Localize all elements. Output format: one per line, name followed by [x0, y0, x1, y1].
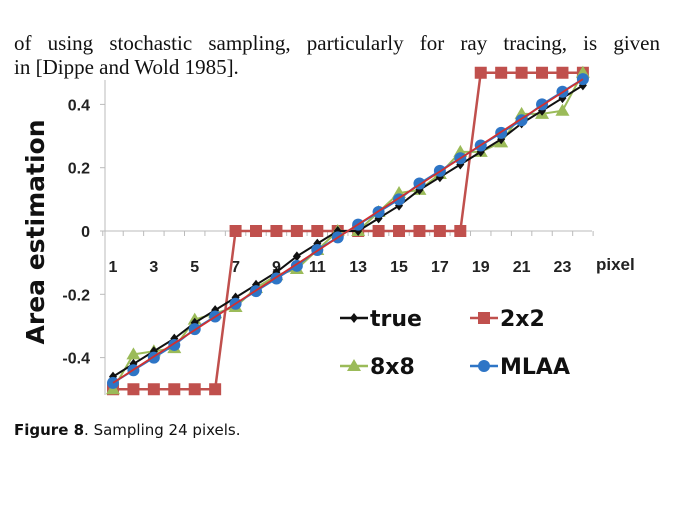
x-tick-label: 19 — [472, 259, 490, 276]
x-tick-label: 1 — [109, 259, 118, 276]
y-tick-label: 0 — [81, 224, 90, 241]
data-point-2x2 — [372, 225, 385, 237]
data-point-2x2 — [188, 383, 201, 396]
x-tick-label: 17 — [431, 259, 449, 276]
data-point-8x8 — [126, 347, 141, 360]
x-tick-label: 11 — [309, 259, 326, 276]
data-point-2x2 — [515, 66, 528, 79]
x-tick-label: 7 — [231, 259, 240, 276]
reference-line — [112, 78, 584, 384]
figure-caption: Figure 8. Sampling 24 pixels. — [14, 421, 241, 439]
y-tick-label: 0.4 — [68, 97, 90, 114]
data-point-8x8 — [555, 103, 570, 116]
data-point-2x2 — [536, 66, 549, 79]
data-point-2x2 — [168, 383, 181, 396]
legend-label-2x2: 2x2 — [500, 307, 545, 332]
body-text-line: of using stochastic sampling, particular… — [14, 31, 660, 55]
x-tick-label: 5 — [190, 259, 199, 276]
data-point-2x2 — [270, 225, 283, 237]
data-point-2x2 — [290, 225, 303, 237]
x-tick-label: 13 — [349, 259, 367, 276]
y-tick-label: 0.2 — [68, 161, 90, 178]
y-axis-label: Area estimation — [21, 120, 50, 345]
data-point-2x2 — [474, 66, 487, 79]
data-point-2x2 — [250, 225, 263, 237]
x-axis-label: pixel — [596, 255, 635, 274]
y-tick-label: -0.2 — [62, 287, 90, 304]
data-point-2x2 — [556, 66, 569, 79]
legend-marker-true — [350, 313, 358, 323]
data-point-2x2 — [393, 225, 406, 237]
y-tick-label: -0.4 — [62, 351, 90, 368]
data-point-2x2 — [495, 66, 508, 79]
x-tick-label: 21 — [513, 259, 531, 276]
legend-marker-8x8 — [347, 359, 361, 371]
data-point-2x2 — [209, 383, 222, 396]
legend-marker-MLAA — [478, 360, 490, 372]
data-point-2x2 — [127, 383, 140, 396]
data-point-2x2 — [454, 225, 467, 237]
data-point-true — [292, 251, 301, 262]
data-point-2x2 — [229, 225, 242, 237]
x-tick-label: 3 — [149, 259, 158, 276]
figure-label: Figure 8 — [14, 421, 85, 439]
data-point-2x2 — [433, 225, 446, 237]
body-text-line: in [Dippe and Wold 1985]. — [14, 55, 239, 79]
legend-label-MLAA: MLAA — [500, 355, 570, 380]
legend-label-8x8: 8x8 — [370, 355, 415, 380]
data-point-2x2 — [147, 383, 160, 396]
data-point-2x2 — [311, 225, 324, 237]
x-tick-label: 15 — [390, 259, 408, 276]
legend-marker-2x2 — [478, 312, 490, 324]
data-point-2x2 — [413, 225, 426, 237]
x-tick-label: 23 — [554, 259, 572, 276]
caption-text: . Sampling 24 pixels. — [84, 421, 241, 439]
legend-label-true: true — [370, 307, 422, 332]
